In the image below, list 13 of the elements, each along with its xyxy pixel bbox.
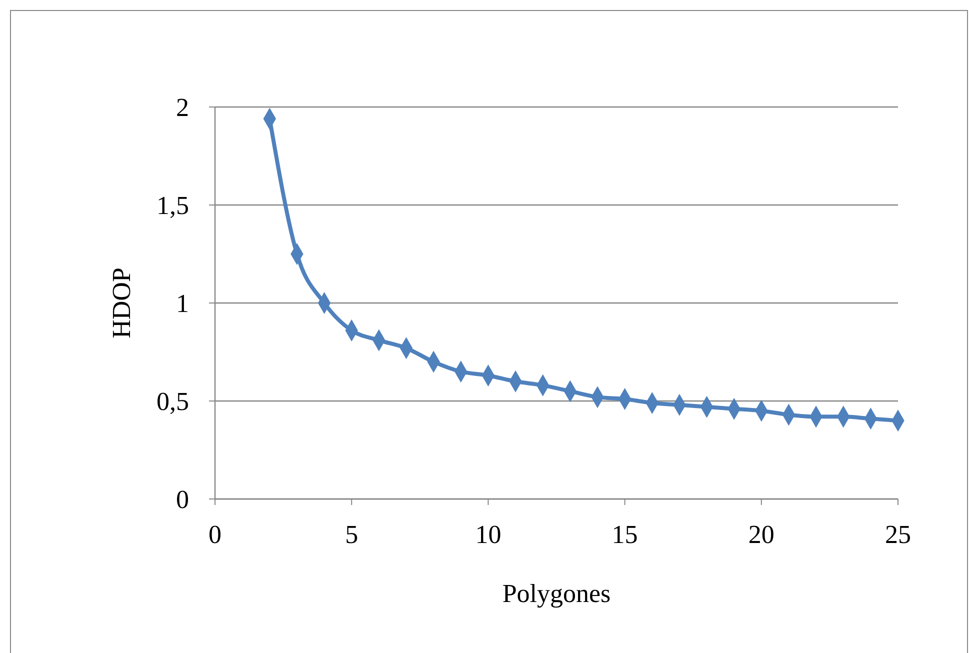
x-tick-label: 15: [612, 520, 638, 549]
x-tick-label: 10: [475, 520, 502, 549]
x-tick-label: 5: [345, 520, 358, 549]
y-axis-title: HDOP: [107, 268, 136, 338]
y-tick-label: 0: [176, 485, 189, 514]
y-tick-label: 1: [176, 289, 189, 318]
y-tick-label: 1,5: [156, 191, 189, 220]
y-tick-label: 0,5: [156, 387, 189, 416]
x-tick-label: 20: [748, 520, 774, 549]
y-tick-label: 2: [176, 93, 189, 122]
x-tick-label: 0: [208, 520, 222, 549]
x-tick-label: 25: [885, 520, 911, 549]
x-axis-title: Polygones: [502, 579, 611, 608]
